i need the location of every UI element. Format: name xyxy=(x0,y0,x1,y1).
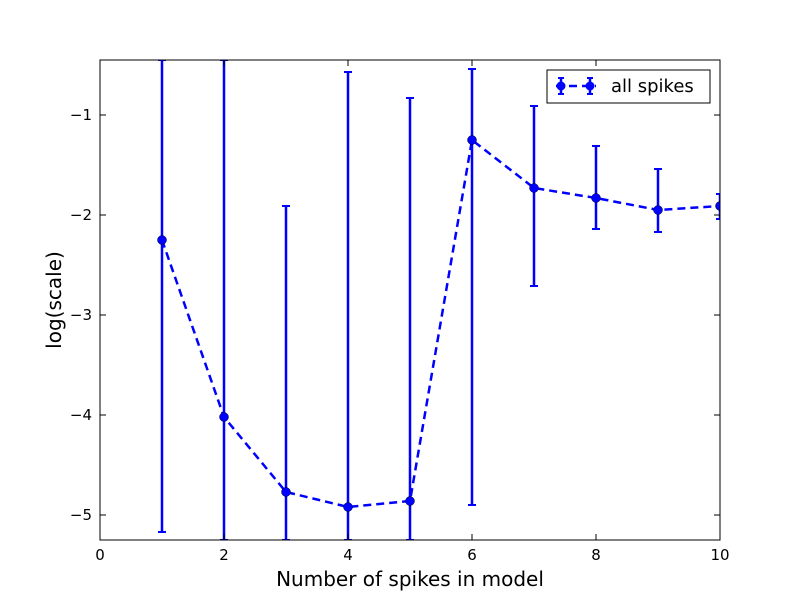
legend-handle xyxy=(556,77,596,95)
x-tick-label: 0 xyxy=(95,546,105,564)
data-point xyxy=(467,135,477,145)
series-line-0 xyxy=(160,137,720,509)
y-tick-label: −1 xyxy=(70,106,92,124)
data-point xyxy=(343,502,353,512)
x-tick-label: 10 xyxy=(710,546,729,564)
legend-marker xyxy=(556,81,566,91)
data-point xyxy=(529,183,539,193)
data-point xyxy=(405,496,415,506)
x-axis-label: Number of spikes in model xyxy=(276,567,544,591)
x-tick-label: 8 xyxy=(591,546,601,564)
y-tick-label: −4 xyxy=(70,406,92,424)
y-tick-label: −5 xyxy=(70,506,92,524)
data-point xyxy=(653,205,663,215)
legend-marker xyxy=(585,81,595,91)
axes-frame xyxy=(99,59,721,541)
y-axis-label: log(scale) xyxy=(42,251,66,349)
x-tick-label: 2 xyxy=(219,546,229,564)
data-point xyxy=(281,487,291,497)
data-point xyxy=(157,235,167,245)
data-point xyxy=(591,193,601,203)
legend-label: all spikes xyxy=(611,76,694,97)
y-tick-label: −3 xyxy=(70,306,92,324)
data-point xyxy=(715,201,720,211)
data-point xyxy=(219,412,229,422)
x-tick-label: 4 xyxy=(343,546,353,564)
y-tick-label: −2 xyxy=(70,206,92,224)
x-tick-label: 6 xyxy=(467,546,477,564)
legend: all spikes xyxy=(546,69,711,104)
